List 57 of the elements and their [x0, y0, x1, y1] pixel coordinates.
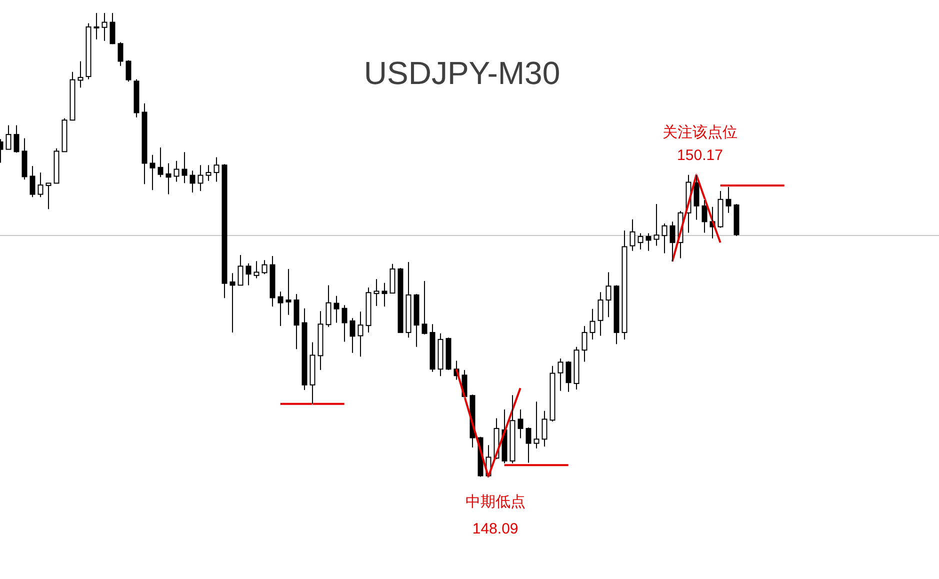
candlestick — [606, 272, 612, 318]
candlestick — [214, 156, 220, 182]
candlestick — [126, 60, 132, 82]
annotation: 中期低点 — [465, 494, 526, 511]
candlestick — [14, 124, 20, 154]
candlestick — [38, 172, 44, 198]
candlestick — [598, 292, 604, 336]
candlestick — [150, 154, 156, 191]
candlestick — [174, 160, 180, 182]
candlestick — [382, 282, 388, 308]
candlestick — [110, 12, 116, 45]
candlestick — [358, 311, 364, 358]
candlestick — [558, 358, 564, 392]
candlestick — [286, 268, 292, 316]
candlestick — [78, 60, 84, 88]
candlestick — [326, 284, 332, 328]
candlestick — [646, 232, 652, 252]
candlestick — [374, 278, 380, 307]
candlestick — [726, 186, 732, 214]
candlestick — [254, 260, 260, 279]
candlestick — [46, 182, 52, 210]
annotation: 关注该点位 — [662, 124, 738, 141]
candlestick — [182, 152, 188, 184]
candlestick — [702, 199, 708, 234]
candlestick — [566, 360, 572, 392]
candlestick — [262, 260, 268, 275]
candlestick — [102, 12, 108, 42]
candlestick — [158, 146, 164, 178]
candlestick — [350, 318, 356, 354]
candlestick — [654, 204, 660, 246]
candlestick — [230, 272, 236, 333]
candlestick — [198, 164, 204, 192]
candlestick — [342, 304, 348, 342]
candlestick — [190, 170, 196, 193]
candlestick — [638, 232, 644, 250]
candlestick — [542, 410, 548, 448]
candlestick — [534, 401, 540, 449]
candlestick — [278, 291, 284, 326]
candlestick — [238, 254, 244, 286]
candlestick — [30, 166, 36, 198]
candlestick — [422, 280, 428, 335]
candlestick — [582, 325, 588, 362]
candlestick — [166, 162, 172, 195]
candlestick — [518, 408, 524, 439]
candlestick — [206, 164, 212, 182]
candlestick — [526, 427, 532, 464]
candlestick — [118, 42, 124, 66]
annotation: 150.17 — [677, 147, 723, 164]
candlestick — [630, 218, 636, 252]
candlestick — [246, 262, 252, 286]
annotation: 148.09 — [472, 520, 518, 538]
candlestick — [6, 124, 12, 150]
candlestick — [334, 295, 340, 324]
candlestick — [94, 12, 100, 40]
candlestick — [590, 308, 596, 340]
text: USDJPY-M30 — [364, 55, 560, 91]
candlestick — [662, 223, 668, 254]
